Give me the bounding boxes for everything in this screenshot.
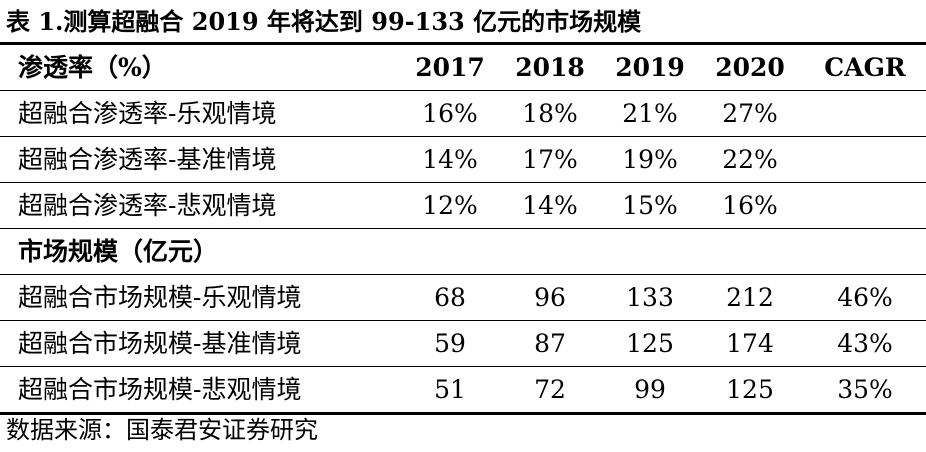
table-cell: 125 [726, 375, 774, 404]
table-cell: 14% [522, 191, 578, 220]
row-divider [0, 136, 926, 137]
table-cell: 125 [626, 329, 674, 358]
table-cell: 51 [434, 375, 466, 404]
table-row: 超融合渗透率-乐观情境 16% 18% 21% 27% [0, 91, 926, 136]
row-divider [0, 274, 926, 275]
table-cell: 18% [522, 99, 578, 128]
table-cell: 12% [422, 191, 478, 220]
table-cell: 133 [626, 283, 674, 312]
table-cell: 174 [726, 329, 774, 358]
table-row: 超融合渗透率-基准情境 14% 17% 19% 22% [0, 137, 926, 182]
market-section-title: 市场规模（亿元） [18, 237, 219, 266]
row-divider [0, 182, 926, 183]
table-bottom-rule [0, 412, 926, 415]
table-cell: 35% [837, 375, 893, 404]
header-2020: 2020 [715, 53, 785, 82]
table-cell: 27% [722, 99, 778, 128]
table-cell [810, 137, 920, 182]
table-cell: 17% [522, 145, 578, 174]
table-row: 超融合市场规模-基准情境 59 87 125 174 43% [0, 321, 926, 366]
table-cell: 68 [434, 283, 466, 312]
table-row: 超融合市场规模-乐观情境 68 96 133 212 46% [0, 275, 926, 320]
table-cell [810, 183, 920, 228]
row-divider [0, 320, 926, 321]
table-cell: 19% [622, 145, 678, 174]
market-size-table: 渗透率（%） 2017 2018 2019 2020 CAGR 超融合渗透率-乐… [0, 42, 926, 415]
table-cell: 96 [534, 283, 566, 312]
row-label: 超融合市场规模-悲观情境 [18, 375, 302, 404]
row-divider [0, 90, 926, 91]
table-caption: 表 1.测算超融合 2019 年将达到 99-133 亿元的市场规模 [6, 7, 642, 36]
table-cell: 14% [422, 145, 478, 174]
source-note: 数据来源：国泰君安证券研究 [6, 416, 318, 444]
table-cell: 16% [422, 99, 478, 128]
row-label: 超融合市场规模-基准情境 [18, 329, 302, 358]
table-row: 超融合渗透率-悲观情境 12% 14% 15% 16% [0, 183, 926, 228]
header-2018: 2018 [515, 53, 585, 82]
table-cell: 16% [722, 191, 778, 220]
table-cell [810, 91, 920, 136]
market-section-row: 市场规模（亿元） [0, 229, 926, 274]
table-header-row: 渗透率（%） 2017 2018 2019 2020 CAGR [0, 45, 926, 90]
table-top-rule [0, 42, 926, 45]
table-cell: 212 [726, 283, 774, 312]
table-cell: 99 [634, 375, 666, 404]
table-cell: 72 [534, 375, 566, 404]
table-cell: 46% [837, 283, 893, 312]
table-cell: 87 [534, 329, 566, 358]
row-label: 超融合渗透率-基准情境 [18, 145, 277, 174]
row-label: 超融合渗透率-乐观情境 [18, 99, 277, 128]
row-divider [0, 366, 926, 367]
row-label: 超融合渗透率-悲观情境 [18, 191, 277, 220]
table-cell: 59 [434, 329, 466, 358]
table-cell: 21% [622, 99, 678, 128]
table-cell: 15% [622, 191, 678, 220]
header-2019: 2019 [615, 53, 685, 82]
table-cell: 43% [837, 329, 893, 358]
table-cell: 22% [722, 145, 778, 174]
header-cagr: CAGR [824, 53, 906, 82]
table-row: 超融合市场规模-悲观情境 51 72 99 125 35% [0, 367, 926, 412]
penetration-section-title: 渗透率（%） [18, 53, 167, 82]
row-label: 超融合市场规模-乐观情境 [18, 283, 302, 312]
header-2017: 2017 [415, 53, 485, 82]
row-divider [0, 228, 926, 229]
